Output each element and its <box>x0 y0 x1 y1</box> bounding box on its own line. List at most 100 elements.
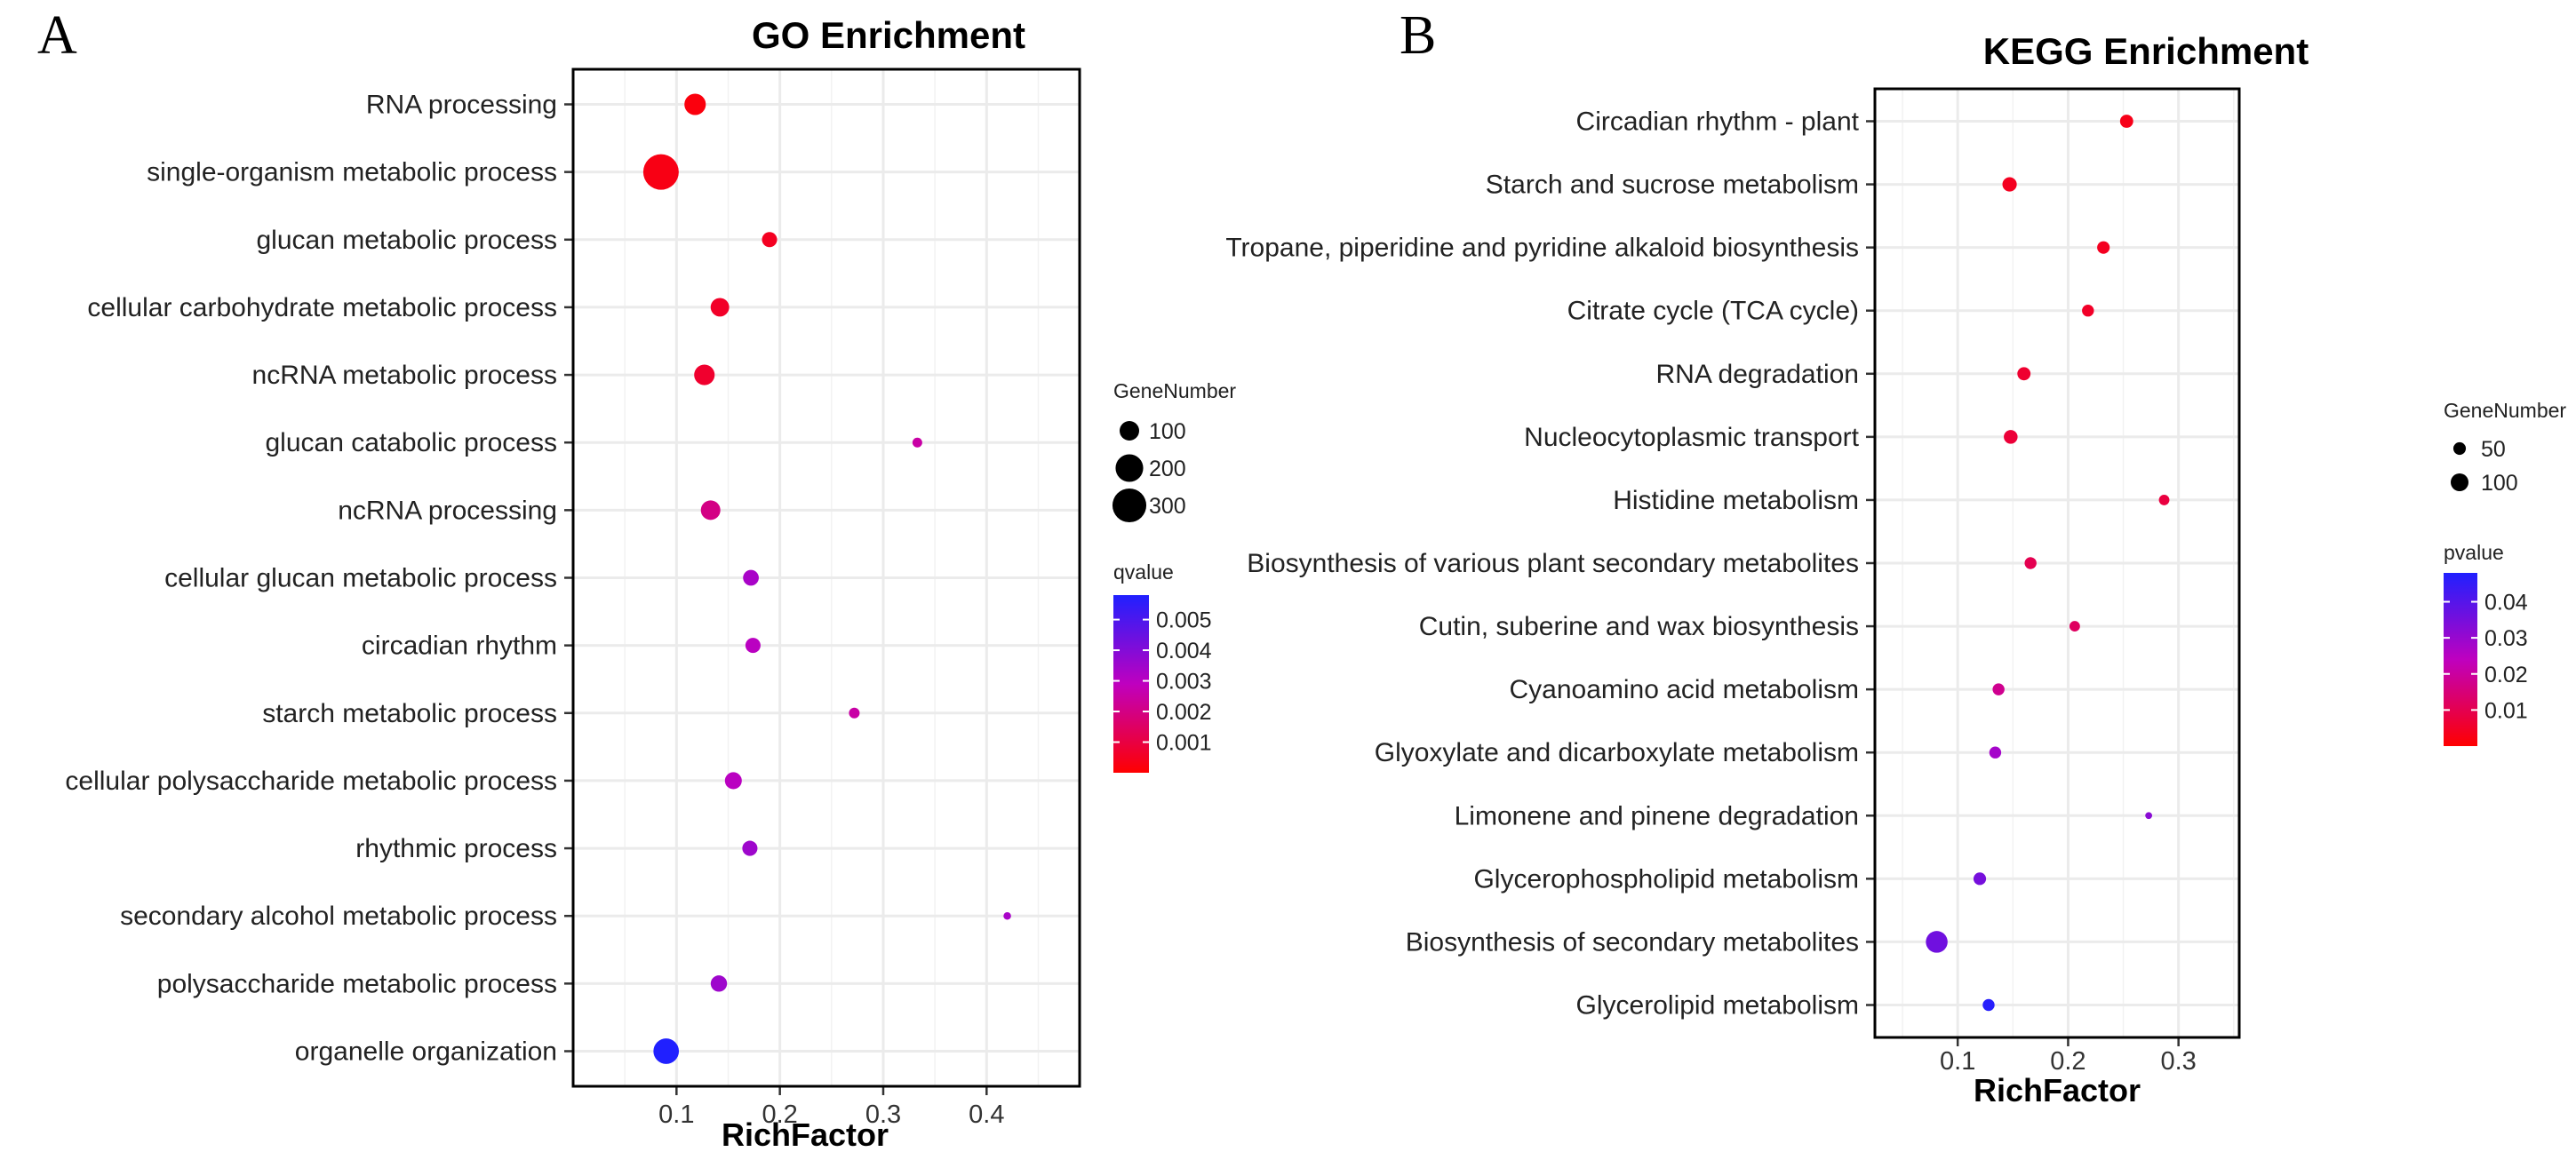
panel-letter-b: B <box>1400 5 1436 66</box>
data-point <box>1973 872 1987 886</box>
data-point <box>684 93 706 115</box>
colorbar-label: 0.004 <box>1156 639 1212 663</box>
x-tick-label: 0.4 <box>969 1100 1004 1129</box>
category-label: rhythmic process <box>355 834 557 863</box>
category-label: single-organism metabolic process <box>147 158 557 187</box>
x-axis-title-kegg: RichFactor <box>1974 1072 2141 1108</box>
category-label: ncRNA processing <box>338 496 557 525</box>
colorbar-label: 0.005 <box>1156 608 1212 633</box>
color-legend-kegg: pvalue 0.04 0.03 0.02 0.01 <box>2444 541 2528 746</box>
data-point <box>745 638 761 654</box>
category-label: cellular polysaccharide metabolic proces… <box>65 767 557 796</box>
size-legend-title-go: GeneNumber <box>1113 379 1236 402</box>
data-point <box>710 298 730 317</box>
grid-kegg <box>1875 89 2239 1037</box>
category-label: secondary alcohol metabolic process <box>120 902 557 931</box>
category-label: ncRNA metabolic process <box>252 361 557 390</box>
data-point <box>743 569 759 586</box>
panel-go: A GO Enrichment 0.1 0.2 0.3 0.4 RNA process… <box>37 5 1236 1153</box>
category-labels-kegg: Circadian rhythm - plant Starch and sucro… <box>1225 107 1859 1021</box>
data-point <box>762 232 778 248</box>
category-label: RNA degradation <box>1656 360 1860 389</box>
size-legend-key <box>1115 454 1144 482</box>
colorbar-kegg <box>2444 573 2477 746</box>
category-label: circadian rhythm <box>362 632 557 661</box>
data-point <box>849 707 860 719</box>
size-legend-key <box>2452 441 2467 456</box>
points-kegg <box>1926 115 2170 1012</box>
data-point <box>724 772 742 790</box>
colorbar-label: 0.01 <box>2484 698 2528 723</box>
data-point <box>694 364 715 385</box>
color-legend-title-kegg: pvalue <box>2444 541 2504 564</box>
category-label: starch metabolic process <box>262 699 557 728</box>
category-labels-go: RNA processing single-organism metabolic … <box>65 91 557 1067</box>
panel-letter-a: A <box>37 5 77 66</box>
data-point <box>1982 998 1995 1012</box>
data-point <box>710 975 728 992</box>
data-point <box>700 500 721 520</box>
data-point <box>2004 430 2018 444</box>
category-label: Biosynthesis of secondary metabolites <box>1406 927 1859 957</box>
data-point <box>1992 683 2005 695</box>
chart-title-go: GO Enrichment <box>752 14 1025 56</box>
data-point <box>1989 746 2002 759</box>
category-label: Cutin, suberine and wax biosynthesis <box>1419 612 1859 641</box>
size-legend-go: GeneNumber 100 200 300 <box>1112 379 1236 523</box>
data-point <box>2158 495 2170 505</box>
chart-title-kegg: KEGG Enrichment <box>1983 30 2309 72</box>
size-legend-label: 100 <box>2481 471 2518 496</box>
x-ticks-kegg: 0.1 0.2 0.3 <box>1866 120 2197 1076</box>
category-label: Nucleocytoplasmic transport <box>1524 423 1859 452</box>
color-legend-title-go: qvalue <box>1113 560 1174 584</box>
data-point <box>2119 115 2133 128</box>
category-label: Cyanoamino acid metabolism <box>1509 675 1859 704</box>
data-point <box>2082 305 2094 317</box>
data-point <box>2097 241 2110 254</box>
category-label: glucan metabolic process <box>256 226 557 255</box>
data-point <box>2002 177 2017 192</box>
x-tick-label: 0.1 <box>658 1100 694 1129</box>
size-legend-label: 200 <box>1149 457 1186 481</box>
category-label: glucan catabolic process <box>265 428 557 457</box>
category-label: Citrate cycle (TCA cycle) <box>1567 297 1859 326</box>
category-label: Biosynthesis of various plant secondary … <box>1247 549 1859 578</box>
points-go <box>642 93 1011 1064</box>
category-label: Histidine metabolism <box>1613 486 1859 515</box>
plot-border-kegg <box>1873 87 2241 1039</box>
size-legend-label: 300 <box>1149 494 1186 519</box>
category-label: Starch and sucrose metabolism <box>1486 171 1859 200</box>
data-point <box>2017 367 2031 381</box>
category-label: Tropane, piperidine and pyridine alkaloi… <box>1225 234 1859 263</box>
category-label: Glycerophospholipid metabolism <box>1473 864 1859 894</box>
category-label: cellular carbohydrate metabolic process <box>87 293 557 322</box>
x-ticks-go: 0.1 0.2 0.3 0.4 <box>564 103 1004 1129</box>
colorbar-label: 0.04 <box>2484 591 2528 616</box>
category-label: Circadian rhythm - plant <box>1576 107 1860 137</box>
category-label: Limonene and pinene degradation <box>1455 801 1859 830</box>
color-legend-go: qvalue 0.005 0.004 0.003 0.002 0.001 <box>1113 560 1212 773</box>
data-point <box>1003 911 1011 920</box>
size-legend-key <box>2451 473 2468 491</box>
data-point <box>2069 621 2080 632</box>
colorbar-label: 0.001 <box>1156 731 1212 756</box>
colorbar-label: 0.03 <box>2484 626 2528 651</box>
category-label: Glycerolipid metabolism <box>1576 991 1859 1021</box>
size-legend-label: 50 <box>2481 437 2506 462</box>
size-legend-key <box>1112 488 1147 523</box>
category-label: organelle organization <box>295 1037 557 1067</box>
size-legend-kegg: GeneNumber 50 100 <box>2444 399 2566 496</box>
colorbar-go <box>1113 595 1149 773</box>
x-tick-label: 0.1 <box>1940 1047 1975 1076</box>
data-point <box>742 840 758 856</box>
size-legend-title-kegg: GeneNumber <box>2444 399 2566 422</box>
data-point <box>2024 557 2037 569</box>
x-tick-label: 0.3 <box>2161 1047 2197 1076</box>
colorbar-label: 0.002 <box>1156 700 1212 725</box>
x-tick-label: 0.2 <box>2050 1047 2086 1076</box>
data-point <box>1926 931 1948 953</box>
data-point <box>642 154 679 190</box>
colorbar-label: 0.02 <box>2484 663 2528 687</box>
category-label: Glyoxylate and dicarboxylate metabolism <box>1375 738 1859 767</box>
data-point <box>912 437 922 448</box>
